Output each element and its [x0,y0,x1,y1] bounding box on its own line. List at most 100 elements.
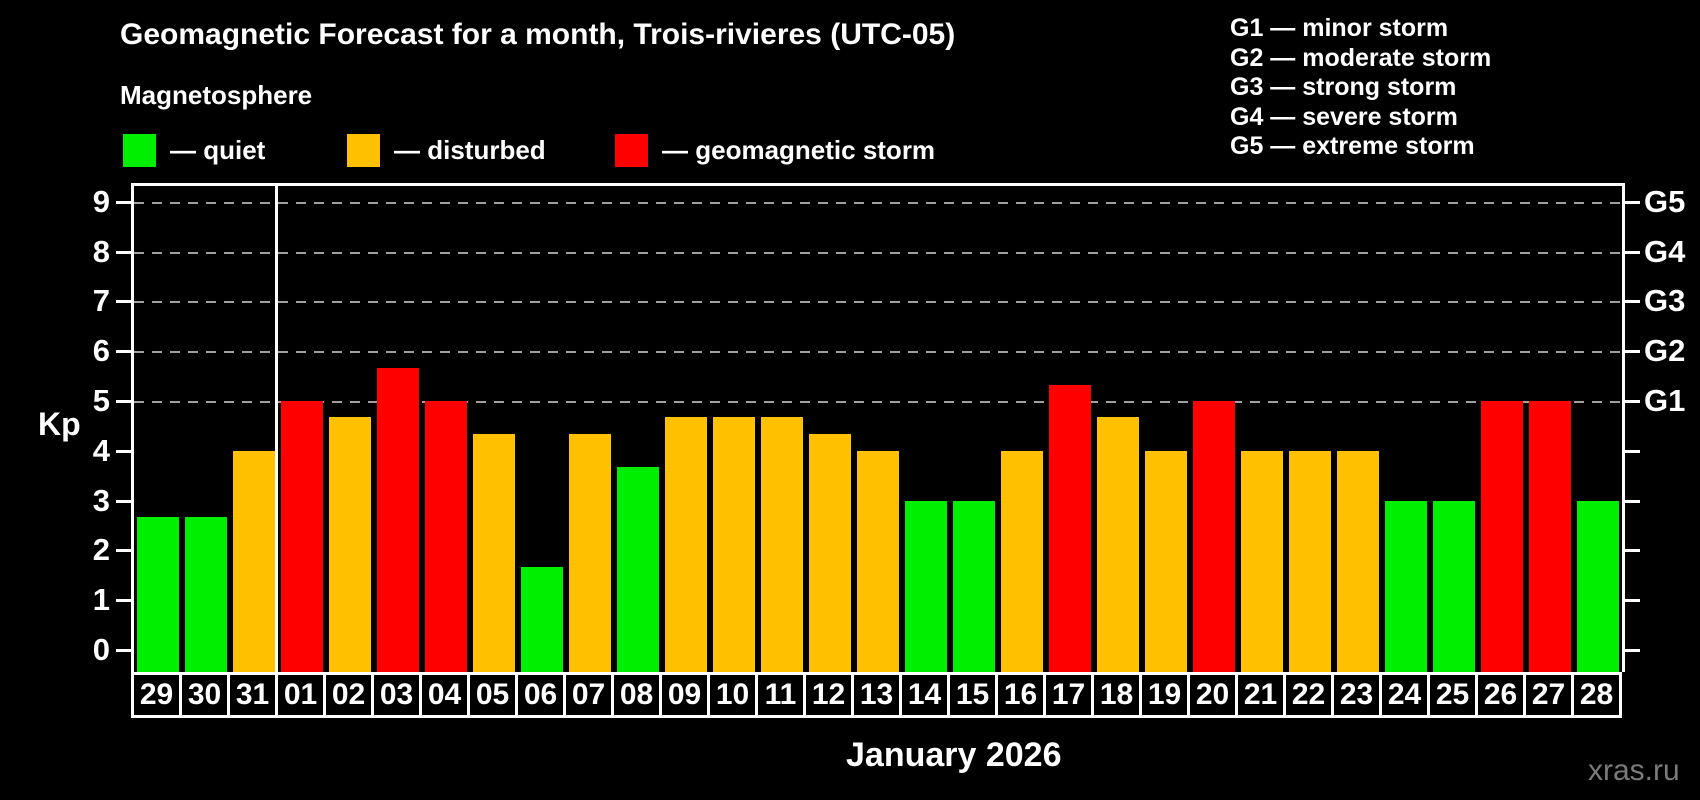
g-legend-line-g4: G4 — severe storm [1230,102,1458,131]
y-tick-right-8 [1625,251,1640,254]
y-tick-left-8 [116,251,131,254]
bar-day-22 [1289,451,1331,672]
bar-day-07 [569,434,611,672]
day-label-cell-19: 19 [1139,672,1190,718]
y-tick-right-6 [1625,350,1640,353]
magnetosphere-label: Magnetosphere [120,80,313,110]
day-label-cell-05: 05 [467,672,518,718]
y-tick-label-5: 5 [92,383,110,418]
g-legend-line-g1: G1 — minor storm [1230,14,1449,42]
legend-item-quiet: — quiet [123,132,265,168]
day-label-cell-02: 02 [323,672,374,718]
bar-day-13 [857,451,899,672]
bar-day-12 [809,434,851,672]
x-axis-day-labels: 29 30 31 01 02 03 04 05 06 07 08 09 10 11 12 13 14 15 16 17… [131,672,1625,720]
page-title: Geomagnetic Forecast for a month, Trois-… [120,18,956,51]
y-axis-line-left [131,183,134,672]
g-scale-legend: G1 — minor storm G2 — moderate storm G3 … [1230,14,1491,162]
day-label-cell-22: 22 [1283,672,1334,718]
bar-day-24 [1385,501,1427,672]
day-label-cell-14: 14 [899,672,950,718]
bar-day-14 [905,501,947,672]
y-tick-label-0: 0 [92,632,110,667]
day-label-cell-26: 26 [1475,672,1526,718]
g-legend-line-g5: G5 — extreme storm [1230,132,1475,160]
bar-day-31 [233,451,275,672]
right-axis-label-g3: G3 [1644,283,1686,318]
gridline-g2 [134,351,1622,353]
day-label-cell-21: 21 [1235,672,1286,718]
right-axis-label-g5: G5 [1644,184,1686,219]
day-label-cell-10: 10 [707,672,758,718]
legend-item-disturbed: — disturbed [347,132,546,168]
y-tick-label-9: 9 [92,184,110,219]
day-label-cell-03: 03 [371,672,422,718]
bar-day-02 [329,417,371,672]
day-label-cell-18: 18 [1091,672,1142,718]
day-label-cell-07: 07 [563,672,614,718]
right-axis-label-g2: G2 [1644,333,1686,368]
y-tick-left-2 [116,549,131,552]
bar-day-18 [1097,417,1139,672]
day-label-cell-16: 16 [995,672,1046,718]
gridline-g1 [134,401,1622,403]
bar-day-19 [1145,451,1187,672]
plot-border-top [131,183,1625,186]
bar-day-27 [1529,401,1571,672]
quiet-color-swatch [123,133,156,167]
day-label-cell-31: 31 [227,672,278,718]
day-label-cell-28: 28 [1571,672,1622,718]
bar-day-11 [761,417,803,672]
day-label-cell-20: 20 [1187,672,1238,718]
y-tick-label-7: 7 [92,283,110,318]
bar-day-01 [281,401,323,672]
day-label-cell-25: 25 [1427,672,1478,718]
bar-day-30 [185,517,227,672]
gridline-g5 [134,202,1622,204]
y-tick-right-7 [1625,300,1640,303]
day-label-cell-11: 11 [755,672,806,718]
disturbed-color-swatch [347,133,380,167]
g-legend-line-g2: G2 — moderate storm [1230,43,1492,72]
day-label-cell-30: 30 [179,672,230,718]
y-tick-left-6 [116,350,131,353]
y-tick-left-7 [116,300,131,303]
y-axis-title: Kp [38,406,81,442]
bar-day-05 [473,434,515,672]
day-label-cell-08: 08 [611,672,662,718]
y-tick-right-3 [1625,500,1640,503]
y-tick-left-1 [116,599,131,602]
legend-item-storm: — geomagnetic storm [615,132,935,168]
day-label-cell-01: 01 [275,672,326,718]
plot-area [134,186,1622,672]
y-tick-label-4: 4 [92,433,110,468]
quiet-legend-label: — quiet [170,134,266,165]
y-tick-left-5 [116,400,131,403]
day-label-cell-17: 17 [1043,672,1094,718]
gridline-g3 [134,301,1622,303]
day-label-cell-23: 23 [1331,672,1382,718]
bar-day-08 [617,467,659,672]
bar-day-26 [1481,401,1523,672]
bar-day-09 [665,417,707,672]
bar-day-29 [137,517,179,672]
gridline-g4 [134,252,1622,254]
bar-day-16 [1001,451,1043,672]
day-label-cell-09: 09 [659,672,710,718]
y-tick-right-2 [1625,549,1640,552]
y-tick-left-9 [116,201,131,204]
day-label-cell-04: 04 [419,672,470,718]
day-label-cell-24: 24 [1379,672,1430,718]
bar-day-25 [1433,501,1475,672]
bar-day-06 [521,567,563,672]
y-tick-left-4 [116,450,131,453]
g-legend-line-g3: G3 — strong storm [1230,73,1457,101]
y-tick-label-6: 6 [92,333,110,368]
x-axis-title: January 2026 [846,736,1062,774]
bar-day-28 [1577,501,1619,672]
day-label-cell-12: 12 [803,672,854,718]
right-axis-label-g1: G1 [1644,383,1686,418]
y-tick-right-0 [1625,649,1640,652]
watermark-xras: xras.ru [1588,754,1680,787]
